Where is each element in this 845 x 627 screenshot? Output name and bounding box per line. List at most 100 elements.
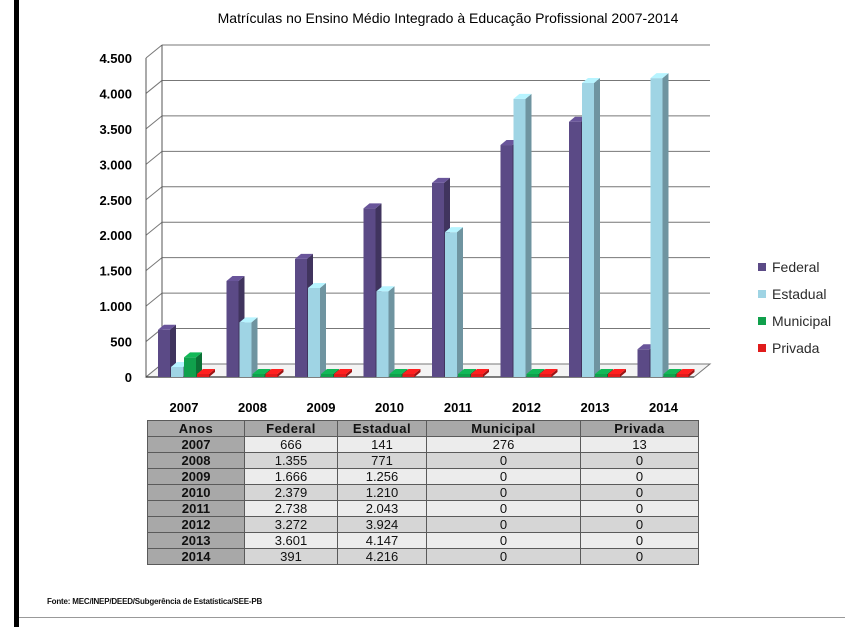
x-tick-label: 2011 <box>444 400 472 415</box>
table-row: 2012 3.272 3.924 0 0 <box>147 516 699 533</box>
table-header-privada: Privada <box>580 420 699 437</box>
bar-estadual <box>376 291 389 377</box>
bar-top-federal <box>158 324 176 330</box>
table-cell: 0 <box>426 468 581 485</box>
table-cell-year: 2007 <box>147 436 245 453</box>
legend-item-municipal: Municipal <box>758 307 831 334</box>
legend-swatch-estadual <box>758 289 766 298</box>
table-row: 2009 1.666 1.256 0 0 <box>147 468 699 485</box>
data-table: Anos Federal Estadual Municipal Privada … <box>147 420 699 565</box>
bar-top-estadual <box>582 78 600 84</box>
bar-side-privada <box>551 369 558 377</box>
bar-privada <box>539 374 552 377</box>
bar-top-privada <box>197 369 215 374</box>
table-cell: 1.666 <box>244 468 338 485</box>
bar-top-privada <box>265 369 284 374</box>
y-tick-label: 3.500 <box>99 122 132 137</box>
bar-side-estadual <box>662 73 669 377</box>
bar-side-privada <box>277 369 284 377</box>
bar-top-municipal <box>458 369 476 374</box>
bar-privada <box>265 374 278 377</box>
table-cell: 0 <box>426 516 581 533</box>
table-cell: 0 <box>426 548 581 565</box>
bar-side-estadual <box>525 93 532 377</box>
table-cell: 3.924 <box>337 516 427 533</box>
legend-swatch-municipal <box>758 316 766 325</box>
bar-top-federal <box>295 253 313 259</box>
bar-side-privada <box>209 369 215 377</box>
bar-top-municipal <box>252 369 271 374</box>
table-row: 2014 391 4.216 0 0 <box>147 548 699 565</box>
bar-municipal <box>252 374 265 377</box>
gridline-side <box>145 257 163 272</box>
y-tick-label: 3.000 <box>99 157 132 172</box>
table-cell: 2.043 <box>337 500 427 517</box>
bar-top-municipal <box>389 369 408 374</box>
bar-side-estadual <box>320 282 326 377</box>
gridline-side <box>145 221 163 236</box>
bar-top-federal <box>432 177 450 183</box>
bar-municipal <box>389 374 402 377</box>
bar-federal <box>569 121 581 377</box>
bar-top-municipal <box>184 352 202 358</box>
bar-privada <box>197 374 209 377</box>
bar-top-privada <box>608 369 626 374</box>
bar-privada <box>402 374 415 377</box>
legend-swatch-federal <box>758 262 766 271</box>
y-tick-label: 0 <box>125 370 132 385</box>
bar-side-estadual <box>251 317 258 377</box>
y-tick-label: 1.500 <box>99 264 132 279</box>
bar-privada <box>334 374 346 377</box>
bar-top-privada <box>471 369 489 374</box>
table-cell: 2.738 <box>244 500 338 517</box>
bar-top-estadual <box>308 282 326 288</box>
bar-municipal <box>184 357 196 377</box>
bar-estadual <box>650 78 663 377</box>
y-tick-label: 2.000 <box>99 228 132 243</box>
bar-estadual <box>582 83 594 378</box>
table-cell: 0 <box>580 516 699 533</box>
bar-estadual <box>445 232 457 377</box>
table-header-federal: Federal <box>244 420 338 437</box>
bar-federal <box>637 349 650 377</box>
bar-top-estadual <box>239 317 258 323</box>
table-cell: 1.210 <box>337 484 427 501</box>
bar-estadual <box>171 367 183 377</box>
legend-item-federal: Federal <box>758 253 831 280</box>
bar-side-privada <box>688 369 695 377</box>
y-tick-label: 500 <box>110 335 132 350</box>
bar-privada <box>676 374 689 377</box>
table-cell-year: 2013 <box>147 532 245 549</box>
bar-privada <box>608 374 620 377</box>
bottom-divider <box>19 617 845 618</box>
legend-label-municipal: Municipal <box>772 312 832 329</box>
bar-side-municipal <box>196 352 202 377</box>
table-cell: 391 <box>244 548 338 565</box>
bar-top-privada <box>676 369 695 374</box>
legend-label-federal: Federal <box>772 258 820 275</box>
bar-side-privada <box>414 369 421 377</box>
table-header-row: Anos Federal Estadual Municipal Privada <box>147 420 699 437</box>
bar-federal <box>226 280 239 377</box>
table-cell: 0 <box>426 452 581 469</box>
y-tick-label: 4.500 <box>99 51 132 66</box>
table-cell-year: 2012 <box>147 516 245 533</box>
x-tick-label: 2009 <box>307 400 336 415</box>
y-tick-label: 1.000 <box>99 299 132 314</box>
x-tick-label: 2013 <box>581 400 610 415</box>
bar-top-federal <box>363 203 382 209</box>
bar-top-estadual <box>376 286 395 292</box>
table-cell-year: 2014 <box>147 548 245 565</box>
table-header-estadual: Estadual <box>337 420 427 437</box>
table-cell: 3.272 <box>244 516 338 533</box>
bar-side-estadual <box>388 286 395 377</box>
table-row: 2011 2.738 2.043 0 0 <box>147 500 699 517</box>
bar-federal <box>363 208 376 377</box>
legend-label-estadual: Estadual <box>772 285 827 302</box>
table-row: 2007 666 141 276 13 <box>147 436 699 453</box>
bar-estadual <box>239 322 252 377</box>
bar-federal <box>158 329 170 377</box>
table-cell: 0 <box>580 548 699 565</box>
bar-federal <box>295 258 307 377</box>
table-cell-year: 2011 <box>147 500 245 517</box>
